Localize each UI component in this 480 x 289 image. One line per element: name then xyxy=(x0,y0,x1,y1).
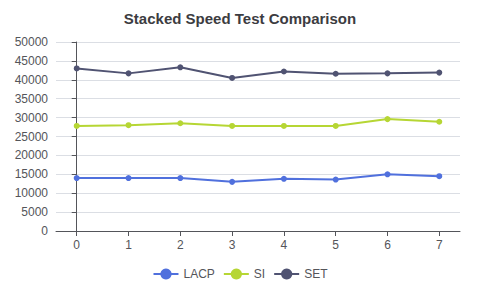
svg-text:SET: SET xyxy=(304,267,328,281)
svg-text:6: 6 xyxy=(384,238,391,252)
svg-text:35000: 35000 xyxy=(15,92,49,106)
svg-text:30000: 30000 xyxy=(15,111,49,125)
svg-text:45000: 45000 xyxy=(15,54,49,68)
svg-text:1: 1 xyxy=(125,238,132,252)
svg-text:20000: 20000 xyxy=(15,148,49,162)
svg-text:3: 3 xyxy=(229,238,236,252)
svg-text:SI: SI xyxy=(254,267,265,281)
svg-text:50000: 50000 xyxy=(15,35,49,49)
svg-text:0: 0 xyxy=(41,224,48,238)
svg-text:40000: 40000 xyxy=(15,73,49,87)
svg-text:4: 4 xyxy=(281,238,288,252)
svg-text:0: 0 xyxy=(73,238,80,252)
svg-text:Stacked Speed Test Comparison: Stacked Speed Test Comparison xyxy=(124,10,356,27)
svg-text:5: 5 xyxy=(332,238,339,252)
svg-text:LACP: LACP xyxy=(183,267,214,281)
svg-text:7: 7 xyxy=(436,238,443,252)
svg-text:15000: 15000 xyxy=(15,167,49,181)
svg-text:5000: 5000 xyxy=(21,205,48,219)
svg-text:2: 2 xyxy=(177,238,184,252)
svg-text:25000: 25000 xyxy=(15,130,49,144)
svg-text:10000: 10000 xyxy=(15,186,49,200)
